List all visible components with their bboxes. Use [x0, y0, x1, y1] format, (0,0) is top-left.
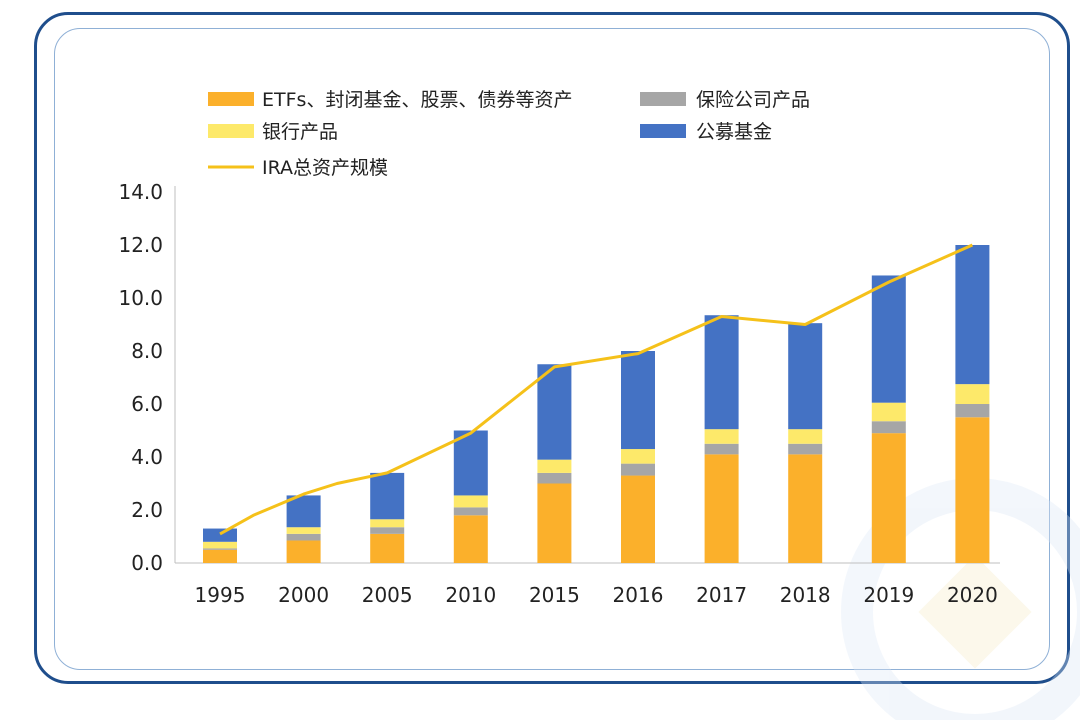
legend-label-etf: ETFs、封闭基金、股票、债券等资产 — [262, 89, 572, 111]
bar-segment-insurance-2020 — [955, 404, 990, 418]
bar-segment-bank-1995 — [203, 541, 237, 549]
y-tick-label: 10.0 — [118, 286, 163, 310]
legend-swatch-bank — [208, 124, 254, 138]
bar-segment-insurance-2000 — [286, 533, 321, 541]
axes: 0.0 2.0 4.0 6.0 8.0 10.0 12.0 14.0 1995 2000 2005 2… — [118, 180, 1000, 607]
legend: ETFs、封闭基金、股票、债券等资产 保险公司产品 银行产品 公募基金 IRA总… — [208, 89, 810, 179]
legend-item-etf: ETFs、封闭基金、股票、债券等资产 — [208, 89, 572, 111]
bar-segment-mutual-2005 — [370, 472, 405, 520]
bar-segment-insurance-2017 — [704, 443, 739, 455]
bar-segment-bank-2020 — [955, 384, 990, 404]
legend-item-insurance: 保险公司产品 — [640, 89, 810, 111]
legend-item-mutual: 公募基金 — [640, 121, 772, 143]
bar-segment-bank-2005 — [370, 519, 405, 528]
x-tick-label: 2010 — [445, 583, 496, 607]
y-tick-label: 2.0 — [131, 498, 163, 522]
x-tick-label: 2020 — [947, 583, 998, 607]
bar-segment-insurance-2019 — [871, 421, 906, 434]
bar-segment-etf-2016 — [621, 475, 655, 563]
y-tick-label: 12.0 — [118, 233, 163, 257]
inner-frame — [54, 28, 1050, 670]
legend-swatch-etf — [208, 92, 254, 106]
total-line — [219, 243, 974, 536]
bar-segment-insurance-2015 — [537, 472, 572, 484]
bars — [203, 245, 990, 563]
bar-segment-etf-2020 — [955, 417, 990, 563]
x-tick-label: 1995 — [195, 583, 246, 607]
outer-frame — [34, 12, 1070, 684]
bar-segment-etf-2000 — [286, 540, 321, 563]
x-tick-label: 2016 — [613, 583, 664, 607]
y-tick-label: 0.0 — [131, 551, 163, 575]
bar-segment-etf-2015 — [537, 483, 572, 563]
bar-segment-etf-2017 — [704, 454, 739, 563]
bar-segment-etf-2019 — [871, 433, 906, 563]
bar-segment-etf-2010 — [453, 515, 488, 563]
legend-item-bank: 银行产品 — [208, 121, 338, 143]
ira-total-line — [219, 243, 974, 536]
x-tick-label: 2005 — [362, 583, 413, 607]
bar-segment-mutual-2018 — [788, 323, 823, 430]
y-tick-label: 8.0 — [131, 339, 163, 363]
bar-segment-mutual-2010 — [453, 430, 488, 496]
bar-segment-etf-1995 — [203, 549, 237, 563]
bar-segment-bank-2016 — [621, 449, 655, 464]
bar-segment-bank-2018 — [788, 429, 823, 444]
bar-segment-insurance-1995 — [203, 548, 237, 550]
x-tick-label: 2015 — [529, 583, 580, 607]
bar-segment-bank-2000 — [286, 527, 321, 534]
bar-segment-mutual-2017 — [704, 315, 739, 430]
bar-segment-etf-2018 — [788, 454, 823, 563]
legend-item-total: IRA总资产规模 — [208, 157, 388, 179]
bar-segment-bank-2017 — [704, 429, 739, 444]
bar-segment-bank-2019 — [871, 402, 906, 422]
bar-segment-insurance-2010 — [453, 507, 488, 516]
bar-segment-etf-2005 — [370, 533, 405, 563]
bar-segment-insurance-2016 — [621, 463, 655, 476]
x-tick-label: 2019 — [863, 583, 914, 607]
y-tick-label: 6.0 — [131, 392, 163, 416]
bar-segment-mutual-2016 — [621, 351, 655, 450]
legend-swatch-insurance — [640, 92, 686, 106]
legend-label-insurance: 保险公司产品 — [696, 89, 810, 111]
legend-swatch-mutual — [640, 124, 686, 138]
bar-segment-mutual-2000 — [286, 495, 321, 528]
legend-label-mutual: 公募基金 — [696, 121, 772, 143]
x-tick-label: 2017 — [696, 583, 747, 607]
y-tick-label: 14.0 — [118, 180, 163, 204]
bar-segment-mutual-1995 — [203, 528, 237, 542]
bar-segment-mutual-2020 — [955, 245, 990, 385]
bar-segment-mutual-2015 — [537, 364, 572, 460]
y-tick-label: 4.0 — [131, 445, 163, 469]
bar-segment-mutual-2019 — [871, 275, 906, 403]
bar-segment-insurance-2018 — [788, 443, 823, 455]
legend-label-bank: 银行产品 — [262, 121, 338, 143]
bar-segment-bank-2015 — [537, 459, 572, 473]
legend-label-total: IRA总资产规模 — [262, 157, 388, 179]
bar-segment-insurance-2005 — [370, 527, 405, 534]
x-tick-label: 2018 — [780, 583, 831, 607]
x-tick-label: 2000 — [278, 583, 329, 607]
bar-segment-bank-2010 — [453, 495, 488, 508]
